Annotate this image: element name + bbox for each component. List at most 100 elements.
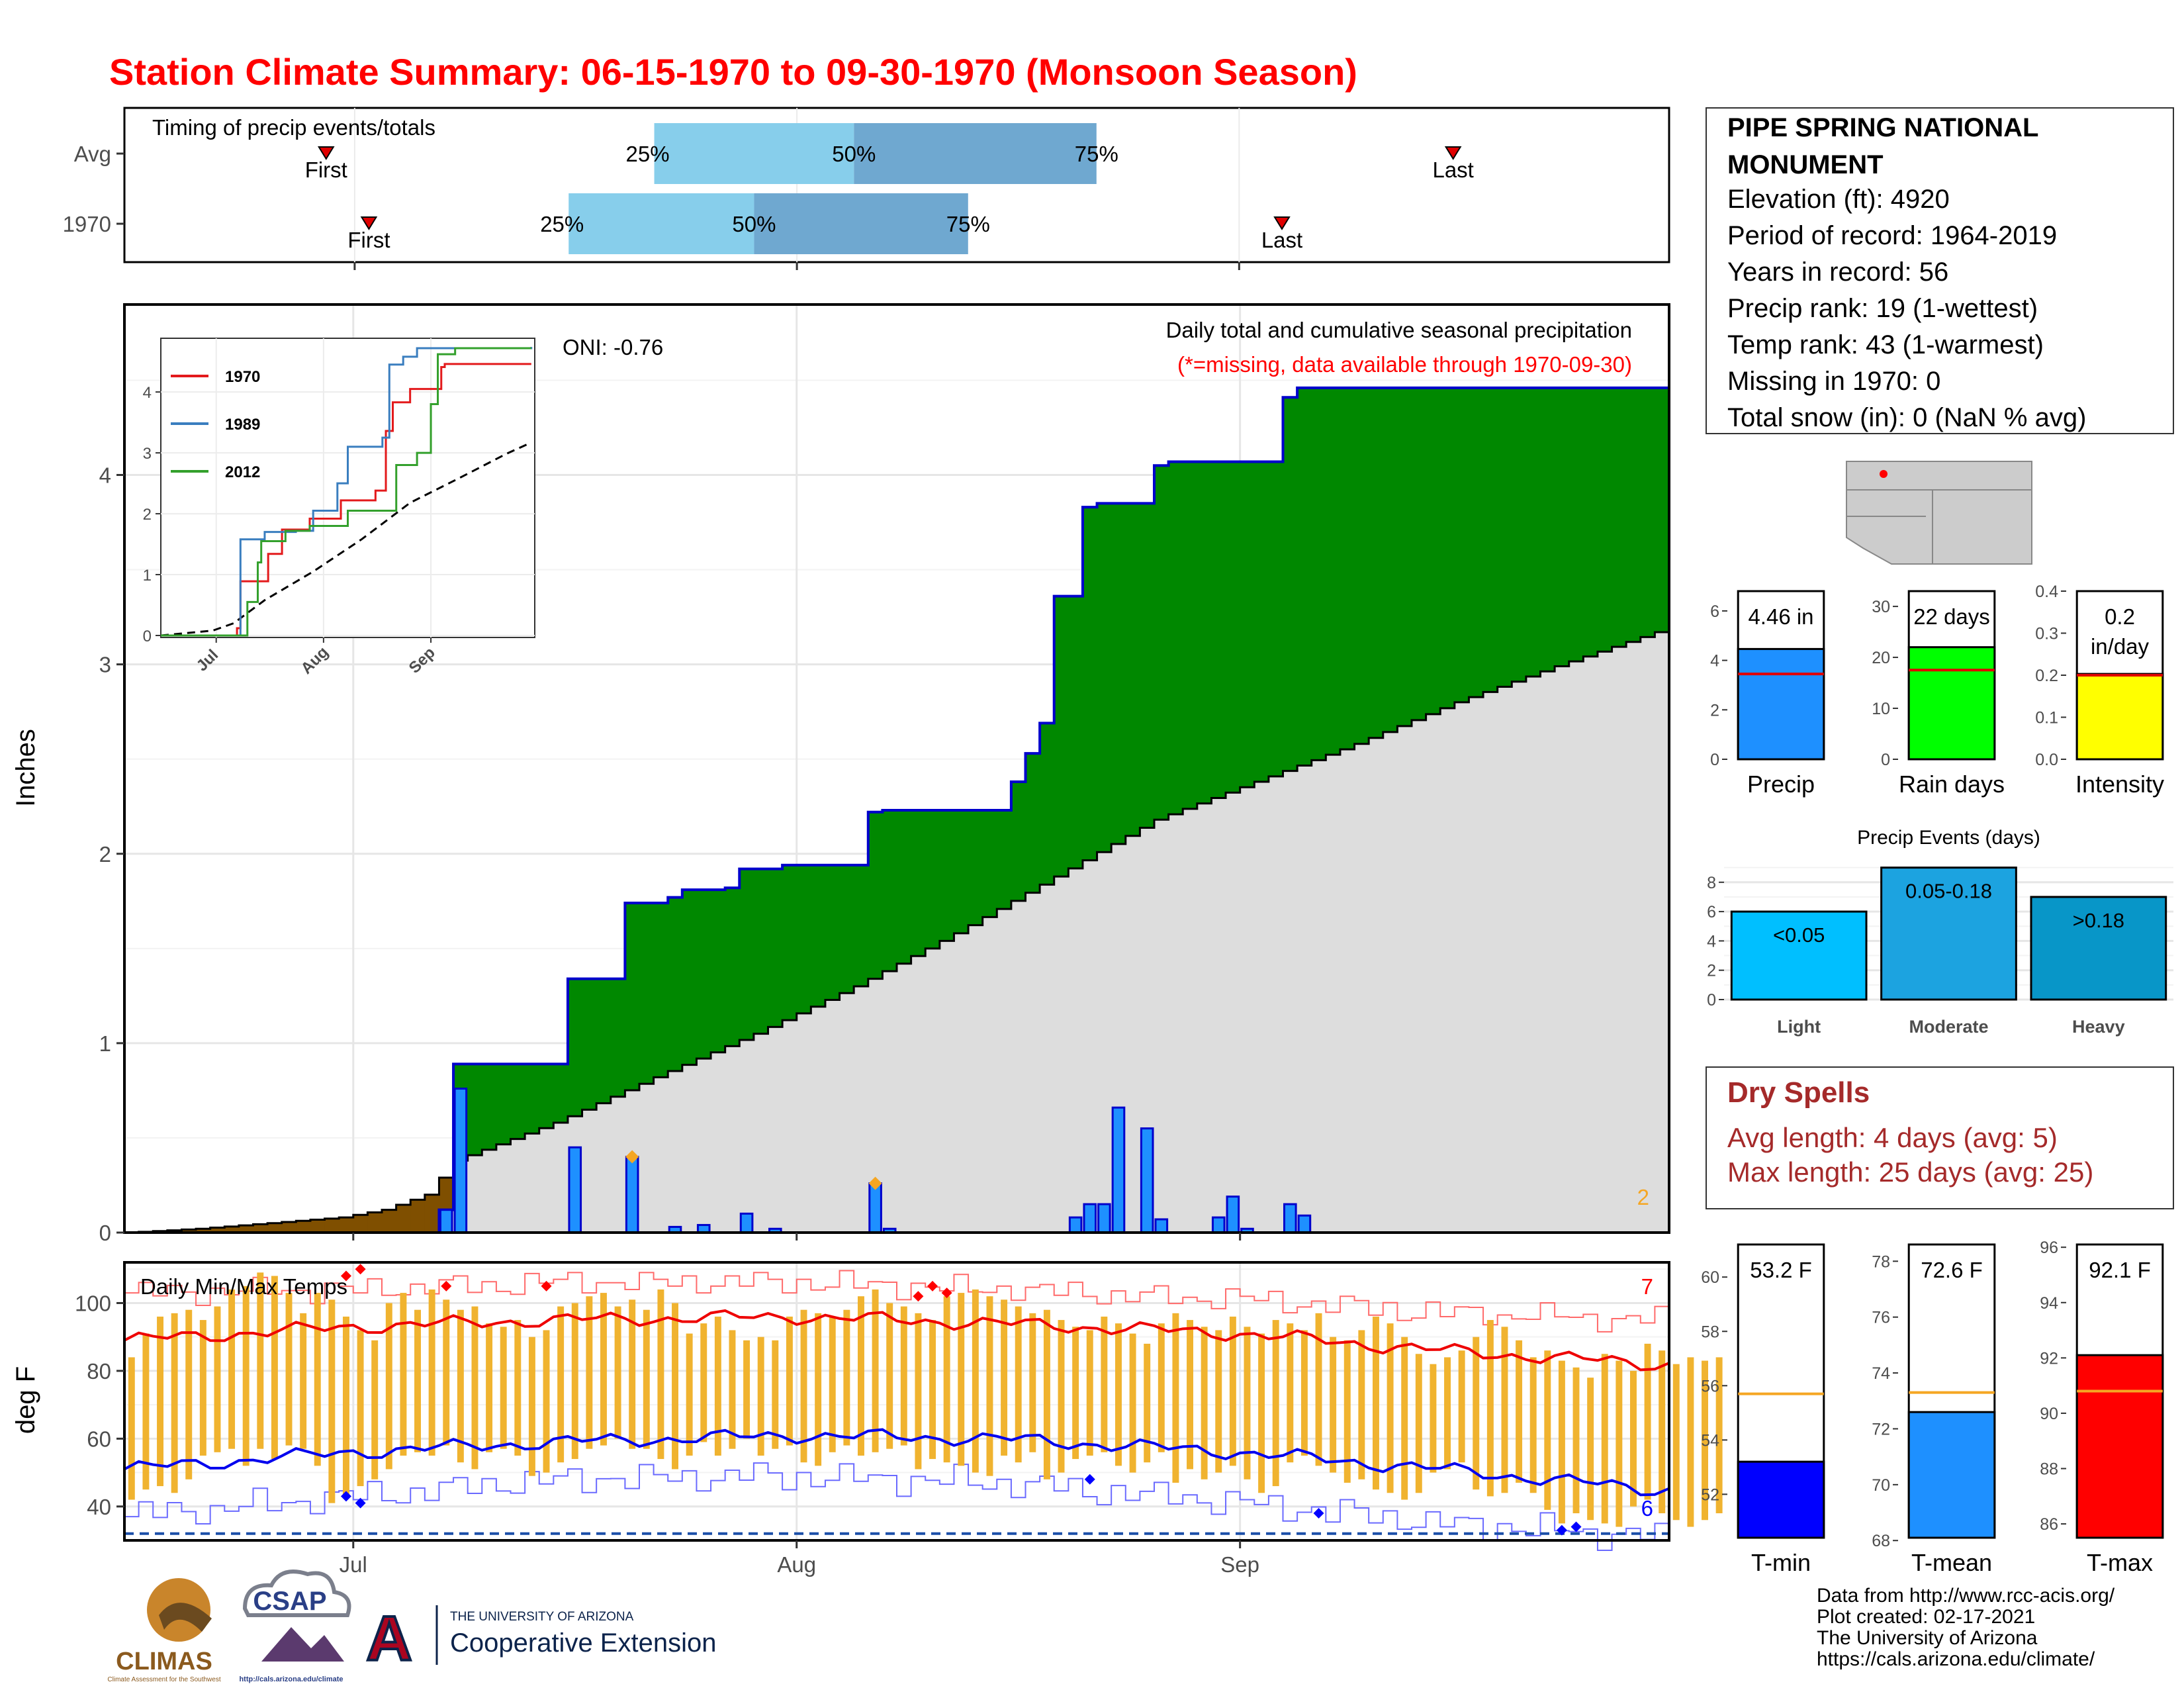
timing-first-label: First [347, 228, 390, 252]
daily-temp-range-bar [1158, 1323, 1165, 1452]
daily-temp-range-bar [400, 1293, 407, 1456]
daily-temp-range-bar [1001, 1299, 1008, 1456]
tmean-y-tick-label: 74 [1872, 1364, 1890, 1383]
surplus-area [1197, 461, 1212, 804]
station-info-line: Period of record: 1964-2019 [1727, 221, 2057, 250]
daily-temp-range-bar [471, 1306, 478, 1470]
inset-frame [160, 338, 535, 638]
figure-title: Station Climate Summary: 06-15-1970 to 0… [109, 51, 1357, 93]
daily-precip-bar [1297, 1214, 1312, 1234]
temps-y-tick-label: 40 [87, 1495, 111, 1519]
surplus-area [1583, 387, 1598, 657]
daily-temp-range-bar [428, 1289, 435, 1456]
daily-temp-range-bar [1630, 1370, 1637, 1507]
daily-temp-range-bar [157, 1316, 163, 1487]
station-location-dot [1880, 470, 1888, 478]
precip_total-x-label: Precip [1747, 771, 1815, 798]
surplus-area [725, 888, 740, 1047]
daily-temp-range-bar [800, 1309, 807, 1463]
surplus-area [968, 810, 983, 925]
tmin-value-label: 53.2 F [1750, 1258, 1812, 1282]
surplus-area [696, 890, 711, 1059]
tmean-y-tick-label: 72 [1872, 1420, 1890, 1438]
timing-first-label: First [305, 158, 347, 182]
daily-temp-range-bar [1272, 1320, 1279, 1487]
precip-events-category-label: Moderate [1909, 1017, 1988, 1037]
surplus-area [1297, 387, 1312, 766]
timing-row-label: 1970 [63, 212, 111, 236]
tmean-y-tick-label: 78 [1872, 1252, 1890, 1271]
deficit-area [224, 1226, 240, 1233]
daily-temp-range-bar [314, 1293, 321, 1466]
daily-temp-range-bar [1430, 1364, 1437, 1473]
daily-temp-range-bar [1544, 1350, 1551, 1510]
surplus-area [782, 865, 797, 1021]
daily-precip-bar [1111, 1106, 1126, 1234]
surplus-area [553, 1064, 569, 1123]
surplus-area [1555, 387, 1570, 667]
surplus-area [825, 865, 841, 1000]
record-low-marker [340, 1491, 351, 1502]
daily-temp-range-bar [1486, 1320, 1494, 1497]
daily-precip-bar [1211, 1216, 1226, 1234]
deficit-area [210, 1227, 225, 1233]
temps-y-axis-label: deg F [11, 1366, 40, 1434]
deficit-area [267, 1223, 283, 1233]
precip-events-value-label: <0.05 [1773, 923, 1825, 947]
precip-events-bar [2030, 896, 2167, 1001]
surplus-area [596, 978, 612, 1103]
average-min-line [124, 1428, 1670, 1497]
surplus-area [1426, 387, 1441, 714]
daily-temp-range-bar [1043, 1309, 1050, 1479]
daily-temp-range-bar [972, 1289, 979, 1473]
timing-q25-label: 25% [540, 212, 584, 236]
temps-y-tick-label: 100 [75, 1291, 111, 1315]
precip-y-tick-label: 3 [99, 653, 111, 677]
surplus-area [997, 810, 1012, 910]
timing-q50-q75-bar [854, 123, 1097, 184]
timing-q75-label: 75% [1075, 142, 1118, 166]
daily-temp-range-bar [1659, 1350, 1666, 1514]
inset-legend-label: 1970 [225, 368, 260, 386]
daily-precip-bar [1226, 1196, 1240, 1234]
daily-temp-range-bar [199, 1320, 206, 1456]
map-state-borders [1846, 489, 2032, 564]
daily-precip-bar [1283, 1203, 1297, 1234]
daily-temp-range-bar [457, 1309, 464, 1463]
daily-temp-range-bar [343, 1316, 349, 1497]
intensity-value-label-line1: 0.2 [2105, 604, 2135, 629]
record-low-marker [1556, 1524, 1567, 1536]
rain_days-y-tick-label: 0 [1881, 751, 1890, 769]
surplus-area [796, 865, 811, 1013]
daily-temp-range-bar [1072, 1327, 1079, 1460]
daily-temp-range-bar [657, 1289, 664, 1460]
surplus-area [567, 978, 583, 1117]
temps-x-tick-label: Jul [340, 1552, 367, 1577]
precip_total-y-tick-label: 4 [1710, 652, 1719, 671]
rain_days-y-tick-label: 20 [1872, 649, 1890, 667]
tmean-value-label: 72.6 F [1921, 1258, 1983, 1282]
events-y-tick-label: 8 [1707, 874, 1716, 892]
precip-events-category-label: Light [1777, 1017, 1821, 1037]
ua-logo-a: A [366, 1603, 412, 1674]
deficit-area [196, 1229, 211, 1233]
surplus-area [1440, 387, 1455, 708]
tmean-y-tick-label: 68 [1872, 1532, 1890, 1550]
daily-temp-range-bar [872, 1289, 879, 1452]
surplus-area [1268, 461, 1284, 776]
events-y-tick-label: 2 [1707, 962, 1716, 980]
inset-series-line-2012 [161, 347, 531, 637]
rain_days-value-label: 22 days [1913, 604, 1990, 629]
surplus-area [1125, 503, 1140, 836]
surplus-area [954, 810, 969, 933]
temps-x-tick-label: Sep [1220, 1552, 1259, 1577]
record-min-count-label: 6 [1641, 1496, 1653, 1521]
deficit-area [253, 1224, 268, 1233]
precip-events-panel: 0 2 4 6 8 <0.05 Light 0.05-0.18 Moderate >0.18 Hea… [1707, 827, 2173, 1037]
surplus-area [768, 868, 783, 1027]
timing-q75-label: 75% [946, 212, 990, 236]
daily-temp-range-bar [843, 1309, 850, 1446]
ua-logo-line2: Cooperative Extension [450, 1628, 716, 1658]
daily-precip-bar [868, 1182, 882, 1234]
surplus-area [868, 812, 883, 979]
